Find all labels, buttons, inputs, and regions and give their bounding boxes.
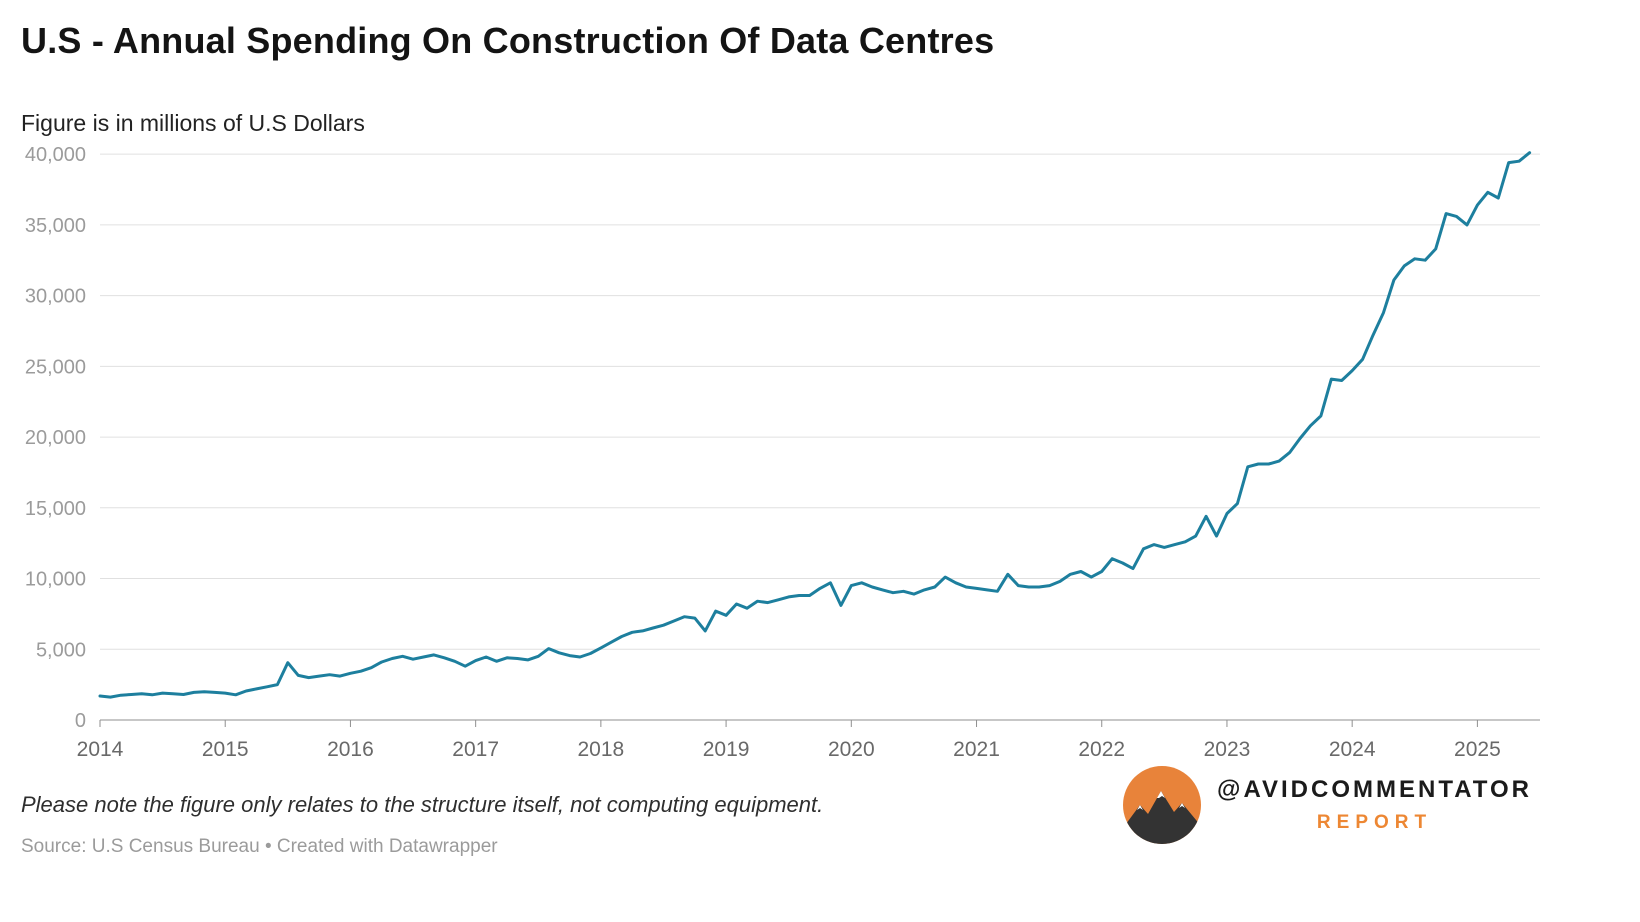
- page-title: U.S - Annual Spending On Construction Of…: [21, 20, 995, 61]
- x-axis-tick-label: 2015: [202, 738, 249, 761]
- y-axis-tick-label: 10,000: [25, 569, 86, 591]
- x-axis-tick-label: 2021: [953, 738, 1000, 761]
- y-axis-tick-label: 0: [75, 710, 86, 732]
- y-axis-tick-label: 25,000: [25, 356, 86, 378]
- brand-text: @AVIDCOMMENTATOR REPORT: [1217, 776, 1532, 834]
- x-axis-tick-label: 2017: [452, 738, 499, 761]
- brand-label: REPORT: [1316, 812, 1433, 833]
- x-axis-tick-label: 2024: [1329, 738, 1376, 761]
- x-axis-tick-label: 2018: [578, 738, 625, 761]
- x-axis-tick-label: 2025: [1454, 738, 1501, 761]
- x-axis-tick-label: 2019: [703, 738, 750, 761]
- brand-block: @AVIDCOMMENTATOR REPORT: [1123, 766, 1532, 844]
- chart-subtitle: Figure is in millions of U.S Dollars: [21, 110, 365, 136]
- footnote: Please note the figure only relates to t…: [21, 792, 824, 817]
- brand-handle: @AVIDCOMMENTATOR: [1217, 776, 1532, 803]
- mountain-logo-icon: [1123, 766, 1202, 844]
- x-axis-tick-label: 2014: [77, 738, 124, 761]
- line-chart: 0 5,000 10,000 15,000 20,000 25,000 30,000 35,0…: [25, 144, 1540, 761]
- y-axis-tick-label: 20,000: [25, 427, 86, 449]
- source-line: Source: U.S Census Bureau • Created with…: [21, 836, 498, 857]
- y-axis-tick-label: 5,000: [36, 639, 86, 661]
- y-axis-tick-label: 15,000: [25, 498, 86, 520]
- y-axis-tick-label: 35,000: [25, 215, 86, 237]
- spending-line-series: [98, 151, 1532, 699]
- x-axis-tick-label: 2023: [1204, 738, 1251, 761]
- x-axis-tick-label: 2016: [327, 738, 374, 761]
- y-axis-tick-label: 30,000: [25, 286, 86, 308]
- y-axis-tick-label: 40,000: [25, 144, 86, 166]
- x-axis-tick-label: 2020: [828, 738, 875, 761]
- x-axis-tick-label: 2022: [1078, 738, 1125, 761]
